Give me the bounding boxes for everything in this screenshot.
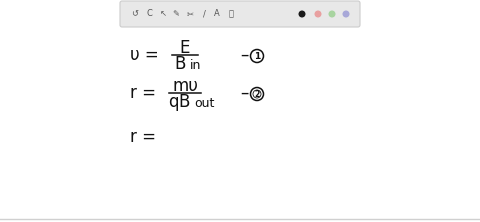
Text: r =: r = (130, 84, 156, 102)
Text: C: C (146, 10, 152, 18)
Text: ⬜: ⬜ (228, 10, 233, 18)
Text: B: B (178, 93, 190, 111)
Text: B: B (174, 55, 186, 73)
Text: υ =: υ = (130, 46, 159, 64)
Text: E: E (180, 39, 190, 57)
Circle shape (343, 10, 349, 18)
Text: out: out (194, 97, 215, 109)
Text: A: A (214, 10, 220, 18)
Text: ↺: ↺ (132, 10, 139, 18)
FancyBboxPatch shape (120, 1, 360, 27)
Circle shape (328, 10, 336, 18)
Text: ↖: ↖ (159, 10, 167, 18)
Text: –: – (240, 46, 248, 64)
Circle shape (299, 10, 305, 18)
Circle shape (314, 10, 322, 18)
Text: 2: 2 (254, 89, 260, 99)
Text: /: / (203, 10, 205, 18)
Text: ✎: ✎ (172, 10, 180, 18)
Text: in: in (190, 59, 202, 71)
Text: 1: 1 (254, 52, 260, 61)
Text: mυ: mυ (172, 77, 198, 95)
Text: r =: r = (130, 128, 156, 146)
Text: –: – (240, 84, 248, 102)
Text: ✂: ✂ (187, 10, 193, 18)
Text: q: q (168, 93, 178, 111)
